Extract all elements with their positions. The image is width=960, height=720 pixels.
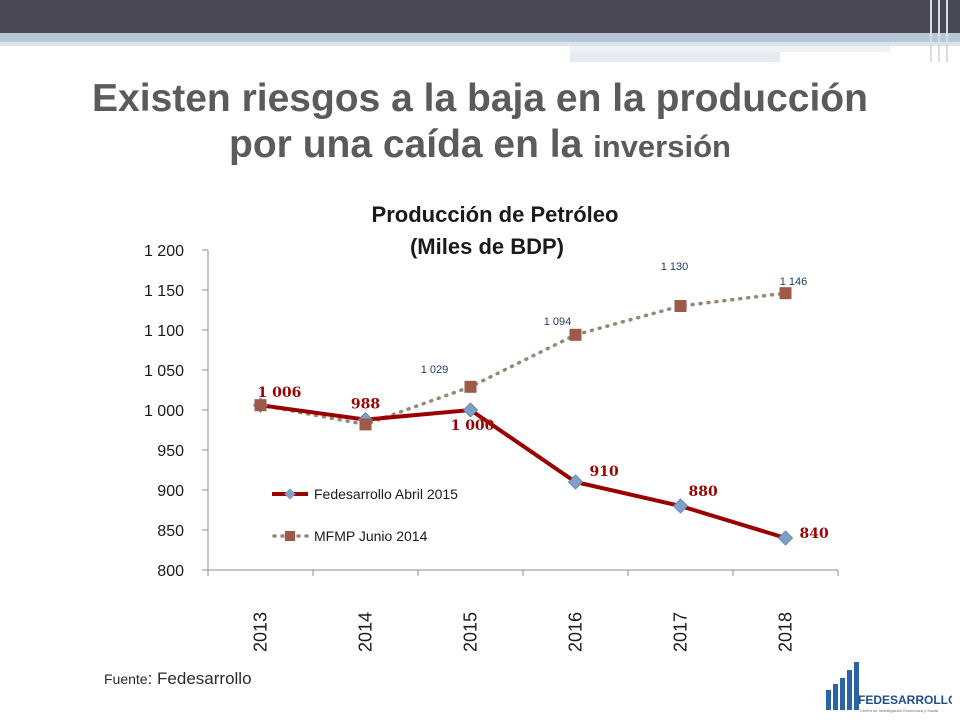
fedesarrollo-logo: FEDESARROLLO Centro de Investigación Eco… — [826, 662, 952, 713]
decorative-stripe — [570, 46, 890, 52]
y-tick-label: 1 000 — [144, 403, 184, 420]
data-point-mfmp — [464, 380, 477, 393]
slide-title: Existen riesgos a la baja en la producci… — [0, 76, 960, 170]
data-point-mfmp — [569, 328, 582, 341]
data-point-mfmp — [674, 300, 687, 312]
x-tick-label: 2016 — [566, 612, 586, 652]
legend-marker-fedesarrollo — [284, 488, 296, 500]
source-label: Fuente — [104, 671, 148, 687]
decorative-stripe — [0, 33, 960, 42]
data-label-fedesarrollo: 840 — [800, 526, 829, 542]
legend-label-fedesarrollo: Fedesarrollo Abril 2015 — [314, 486, 458, 502]
series-line-fedesarrollo — [260, 403, 787, 540]
y-tick-label: 950 — [157, 443, 184, 460]
legend-marker-mfmp — [285, 531, 295, 541]
y-tick-label: 1 200 — [144, 243, 184, 260]
legend-label-mfmp: MFMP Junio 2014 — [314, 528, 428, 544]
data-point-fedesarrollo — [777, 530, 794, 546]
data-point-fedesarrollo — [672, 498, 689, 514]
data-label-mfmp: 1 094 — [544, 316, 572, 328]
data-point-mfmp — [359, 418, 372, 431]
logo-name: FEDESARROLLO — [858, 693, 952, 707]
data-label-fedesarrollo: 910 — [590, 464, 619, 480]
decorative-stripe — [570, 52, 780, 62]
y-tick-label: 1 150 — [144, 283, 184, 300]
x-tick-label: 2014 — [356, 612, 376, 652]
decorative-line — [938, 0, 940, 62]
y-tick-label: 900 — [157, 483, 184, 500]
source-value: : Fedesarrollo — [147, 669, 252, 688]
x-tick-label: 2017 — [671, 612, 691, 652]
x-tick-label: 2015 — [461, 612, 481, 652]
series-line-mfmp — [258, 291, 788, 427]
slide-title-line2: por una caída en la inversión — [0, 122, 960, 170]
data-label-mfmp: 1 146 — [780, 276, 808, 288]
data-point-mfmp — [779, 287, 792, 300]
slide-title-line1: Existen riesgos a la baja en la producci… — [92, 77, 868, 120]
data-label-mfmp: 1 130 — [661, 261, 689, 273]
data-point-fedesarrollo — [462, 402, 479, 418]
data-label-fedesarrollo: 1 000 — [451, 418, 495, 434]
logo-tagline: Centro de Investigación Económica y Soci… — [860, 708, 938, 713]
y-tick-label: 1 050 — [144, 363, 184, 380]
decorative-line — [946, 0, 948, 62]
data-label-fedesarrollo: 880 — [689, 484, 718, 500]
data-point-mfmp — [254, 399, 267, 412]
x-tick-label: 2018 — [776, 612, 796, 652]
data-label-fedesarrollo: 988 — [351, 397, 380, 413]
y-tick-label: 850 — [157, 523, 184, 540]
decorative-line — [930, 0, 932, 62]
y-tick-label: 1 100 — [144, 323, 184, 340]
data-label-fedesarrollo: 1 006 — [258, 385, 302, 401]
x-tick-label: 2013 — [251, 612, 271, 652]
slide-title-line2-main: por una caída en la — [229, 123, 594, 166]
source-note: Fuente: Fedesarrollo — [104, 669, 252, 689]
slide-title-line2-small: inversión — [593, 129, 731, 164]
chart-subtitle: (Miles de BDP) — [410, 234, 564, 259]
decorative-stripe — [0, 42, 960, 46]
y-tick-label: 800 — [157, 563, 184, 580]
top-bar — [0, 0, 960, 33]
data-label-mfmp: 1 029 — [421, 364, 449, 376]
data-point-fedesarrollo — [567, 474, 584, 490]
chart-title: Producción de Petróleo — [372, 202, 619, 227]
